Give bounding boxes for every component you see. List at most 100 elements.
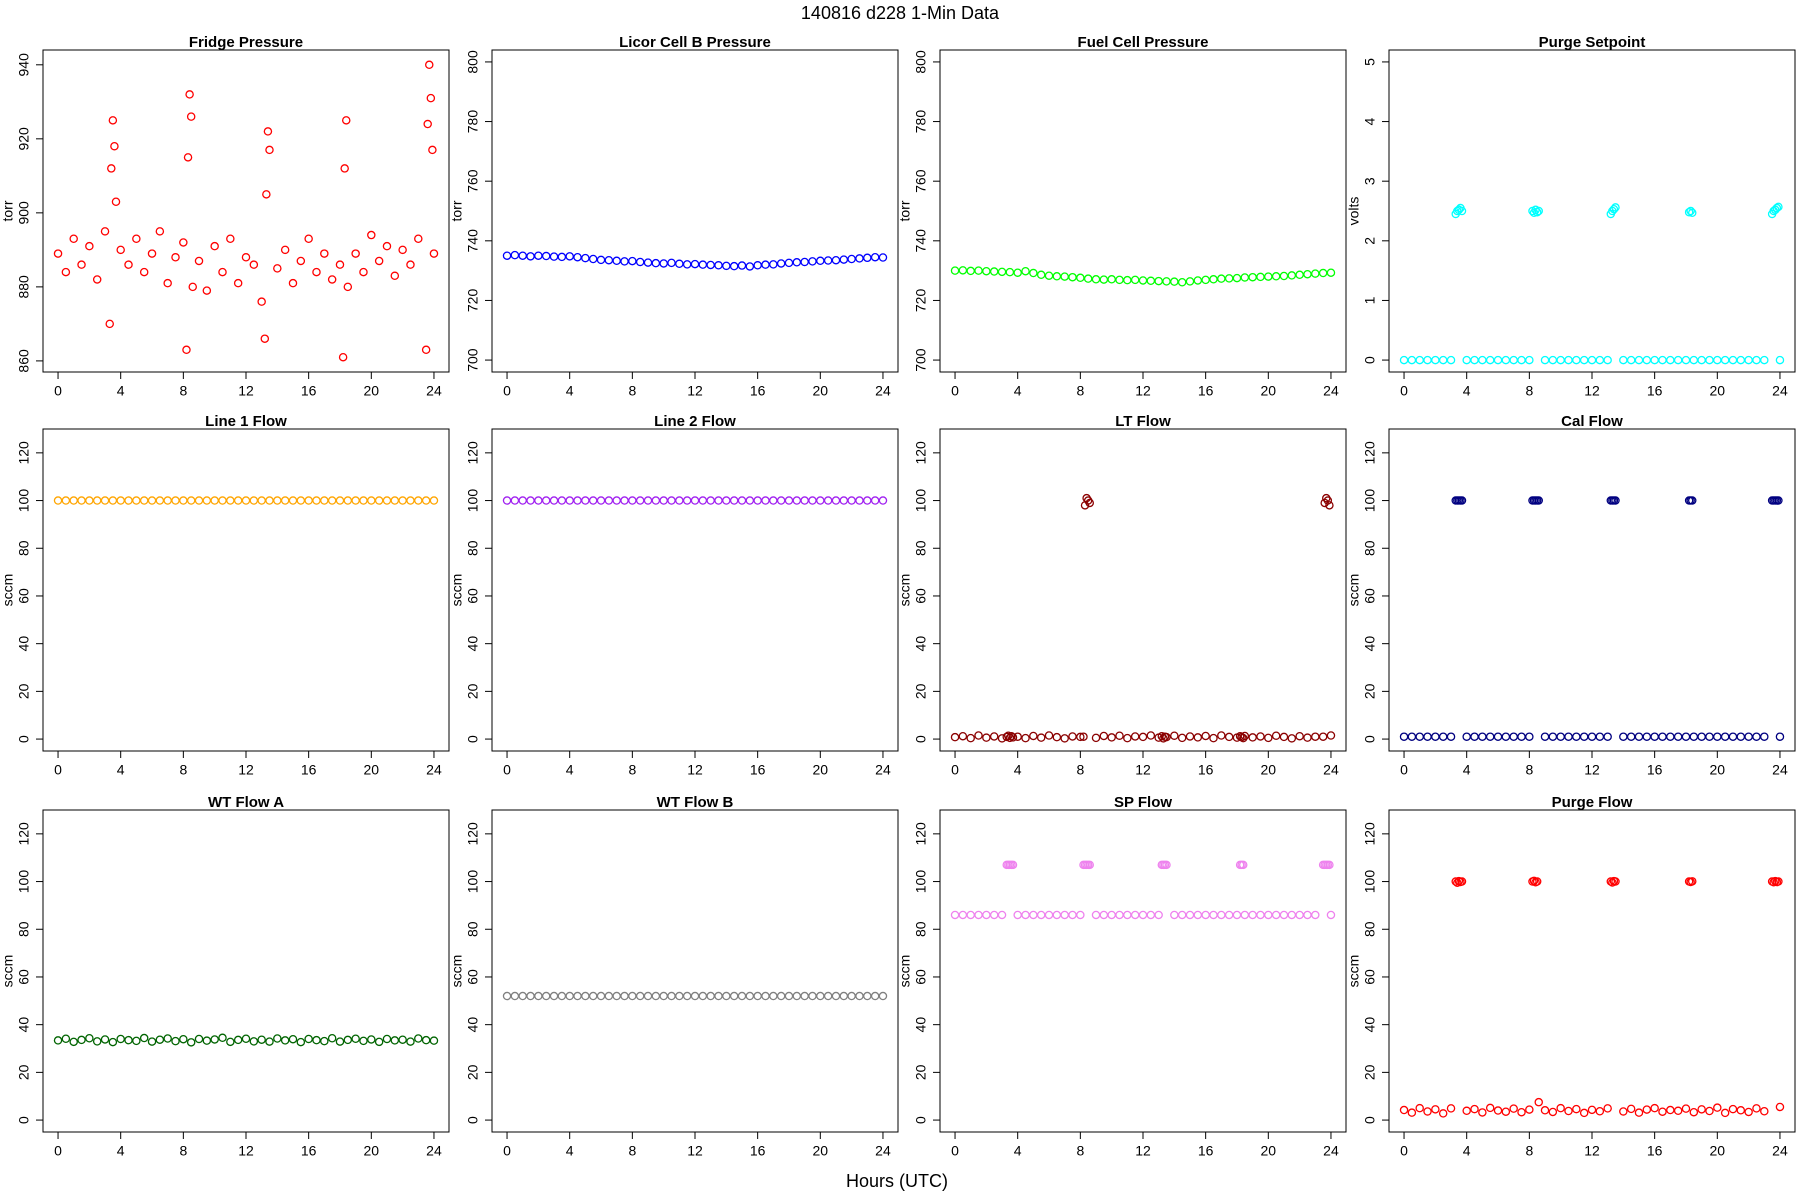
data-point: [1525, 732, 1534, 741]
data-point: [382, 1034, 392, 1044]
data-point: [1540, 1106, 1550, 1115]
y-tick-label: 120: [16, 822, 32, 846]
y-tick-label: 0: [465, 1116, 481, 1124]
data-point: [974, 731, 983, 740]
data-point: [132, 234, 141, 244]
x-tick-label: 24: [1772, 1143, 1788, 1159]
data-point: [92, 496, 102, 505]
data-point: [1154, 910, 1163, 920]
data-point: [1775, 1102, 1785, 1112]
data-point: [855, 496, 864, 505]
data-point: [421, 345, 431, 355]
x-tick-label: 20: [813, 1143, 829, 1159]
data-point: [1083, 274, 1093, 283]
y-tick-label: 100: [1362, 489, 1378, 513]
data-point: [320, 496, 329, 505]
data-point: [1295, 270, 1304, 280]
data-point: [588, 496, 598, 505]
x-tick-label: 24: [1772, 383, 1788, 399]
y-tick-label: 40: [465, 636, 481, 652]
x-tick-label: 16: [1198, 762, 1214, 778]
data-point: [406, 1037, 415, 1046]
data-point: [77, 1035, 86, 1045]
x-tick-label: 8: [179, 1143, 187, 1159]
data-point: [1185, 910, 1195, 920]
data-point: [1603, 1104, 1612, 1113]
y-tick-label: 900: [16, 201, 32, 225]
x-tick-label: 16: [301, 383, 317, 399]
data-point: [1673, 732, 1683, 741]
y-tick-label: 60: [913, 588, 929, 604]
data-point: [1595, 355, 1605, 365]
y-tick-label: 20: [465, 683, 481, 699]
x-tick-label: 16: [1198, 383, 1214, 399]
data-point: [1720, 732, 1730, 741]
y-tick-label: 0: [16, 1116, 32, 1124]
x-tick-label: 24: [1772, 762, 1788, 778]
data-point: [1626, 732, 1636, 741]
y-tick-label: 80: [1362, 921, 1378, 937]
y-tick-label: 100: [465, 870, 481, 894]
data-point: [982, 266, 991, 276]
data-point: [974, 266, 983, 275]
data-point: [1774, 496, 1783, 505]
x-tick-label: 8: [1525, 383, 1533, 399]
data-point: [1193, 910, 1203, 920]
data-point: [1256, 910, 1265, 920]
x-tick-label: 20: [1261, 1143, 1277, 1159]
plot-frame: [939, 809, 1347, 1133]
data-point: [1415, 1103, 1424, 1113]
data-point: [737, 261, 747, 270]
data-point: [643, 258, 653, 267]
data-point: [390, 271, 400, 281]
data-point: [1185, 277, 1195, 286]
data-point: [406, 260, 415, 269]
data-point: [1326, 268, 1336, 277]
data-point: [1029, 910, 1038, 920]
data-point: [1572, 1104, 1581, 1114]
x-tick-label: 24: [426, 1143, 442, 1159]
data-point: [296, 1037, 306, 1047]
data-point: [1068, 732, 1077, 741]
data-point: [1681, 355, 1691, 365]
data-point: [1626, 355, 1636, 365]
data-point: [423, 119, 432, 129]
x-tick-label: 12: [687, 383, 703, 399]
x-tick-label: 0: [503, 1143, 511, 1159]
data-point: [784, 991, 794, 1001]
data-point: [1318, 732, 1328, 741]
data-point: [1728, 355, 1738, 365]
data-point: [792, 258, 802, 267]
data-point: [1154, 276, 1163, 286]
y-tick-label: 0: [16, 735, 32, 743]
data-point: [374, 496, 384, 505]
x-tick-label: 16: [301, 762, 317, 778]
data-point: [1705, 1106, 1714, 1116]
x-tick-label: 4: [1463, 1143, 1471, 1159]
data-point: [1579, 1108, 1589, 1118]
data-point: [124, 496, 133, 505]
y-axis-label: sccm: [0, 955, 16, 988]
y-tick-label: 60: [1362, 588, 1378, 604]
data-point: [974, 910, 983, 920]
data-point: [406, 496, 415, 505]
data-point: [966, 910, 975, 920]
data-point: [1303, 269, 1312, 279]
data-point: [61, 1034, 71, 1043]
data-point: [1451, 877, 1460, 886]
y-tick-label: 2: [1362, 237, 1378, 245]
data-point: [163, 1034, 172, 1043]
data-point: [549, 252, 559, 261]
data-point: [1744, 355, 1753, 365]
data-point: [1470, 355, 1479, 365]
data-point: [526, 496, 535, 505]
data-point: [1595, 1106, 1605, 1116]
data-point: [92, 275, 102, 284]
x-axis-label: Hours (UTC): [846, 1171, 948, 1191]
y-tick-label: 120: [913, 822, 929, 846]
data-point: [1462, 1106, 1471, 1116]
data-point: [878, 991, 888, 1001]
data-point: [296, 496, 306, 505]
data-point: [714, 496, 723, 505]
data-point: [526, 252, 535, 261]
